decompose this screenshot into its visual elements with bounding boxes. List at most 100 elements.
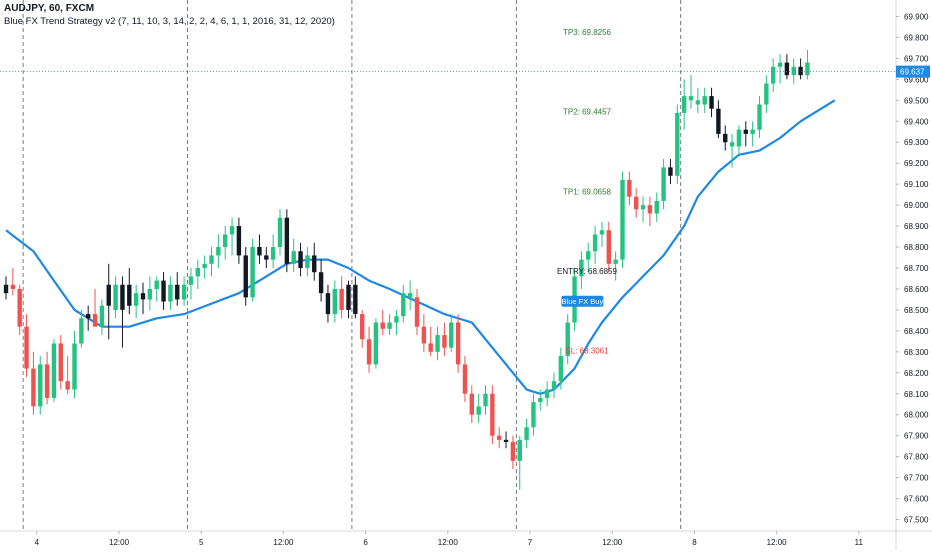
candle-body [476,406,481,415]
candle-body [551,381,557,390]
candle-body [113,284,118,310]
candle [407,280,413,310]
candle-body [483,393,488,407]
candle [353,276,358,319]
candle [58,335,63,390]
candle [401,284,406,323]
candle [373,318,379,369]
candle [531,393,536,436]
candle-body [133,293,139,306]
candle [366,326,372,373]
candle-body [332,288,337,315]
candle [777,54,783,84]
y-tick-label: 68.900 [904,222,929,231]
candle [250,238,255,302]
candle-body [469,393,474,415]
candle-body [339,288,344,310]
candle-body [421,326,427,344]
candle-body [771,66,776,84]
candle-body [44,364,50,398]
candle-body [51,343,57,398]
candle-body [798,66,803,76]
candle-body [449,322,454,348]
candle [729,133,735,168]
candle [216,234,221,268]
candle-body [805,62,810,76]
candle-body [195,268,200,277]
candle-body [442,335,447,348]
candle-body [250,247,255,298]
candle-body [202,263,207,268]
y-tick-label: 67.600 [904,495,929,504]
candle [65,356,70,394]
candle-body [497,435,502,440]
candle-body [270,247,276,260]
level-annotation-entry: ENTRY: 68.6859 [557,267,617,276]
x-tick-label: 12:00 [273,538,294,547]
candle-body [681,96,687,113]
candle-body [531,402,536,428]
candle-body [688,96,694,101]
candle [140,282,146,315]
candle-body [579,259,584,277]
candle [298,242,303,277]
candle-body [380,322,385,329]
candle-body [366,339,372,365]
candle-body [517,439,522,461]
candle-body [736,129,742,147]
x-tick-label: 12:00 [767,538,788,547]
candle [592,226,598,264]
candle-body [414,297,420,327]
candle-body [791,66,796,76]
candle-body [716,108,721,134]
candle-body [606,230,611,264]
candle [497,427,502,449]
candle [675,104,680,185]
candle-body [490,393,495,436]
candle-body [161,280,166,302]
candle [421,314,427,352]
candle-body [428,343,433,352]
buy-signal-background [561,295,604,307]
candle [517,435,522,491]
candle-body [661,167,666,201]
candle-body [3,284,9,294]
candle-body [592,234,598,252]
x-tick-label: 12:00 [438,538,459,547]
candle-body [236,226,242,256]
x-tick-label: 7 [528,538,533,547]
x-tick-label: 6 [363,538,368,547]
candle [44,351,50,405]
y-tick-label: 68.000 [904,411,929,420]
candle [709,87,714,118]
candle-body [168,284,173,302]
candle-body [455,322,461,365]
candle-body [777,62,783,67]
candle [277,209,283,256]
candle [10,268,16,296]
y-tick-label: 69.900 [904,12,929,21]
candle [229,217,235,256]
candle-body [723,133,728,143]
candle [332,280,337,323]
candle-body [298,251,303,268]
candle [469,385,474,424]
candle [702,87,707,113]
level-annotation-tp: TP1: 69.0658 [563,187,612,196]
current-price-label: 69.637 [900,68,925,77]
indicator-title: Blue FX Trend Strategy v2 (7, 11, 10, 3,… [4,16,335,27]
session-separators [22,0,682,530]
y-tick-label: 69.600 [904,75,929,84]
candle-body [305,255,310,268]
candle-body [10,284,16,289]
candle [202,255,207,279]
candle-body [127,284,132,306]
candle [784,54,790,80]
y-tick-label: 68.400 [904,327,929,336]
candle [435,326,440,361]
candle [181,276,187,306]
candle-body [503,439,509,442]
candle-body [72,343,77,390]
candle [723,125,728,151]
candle [455,314,461,373]
